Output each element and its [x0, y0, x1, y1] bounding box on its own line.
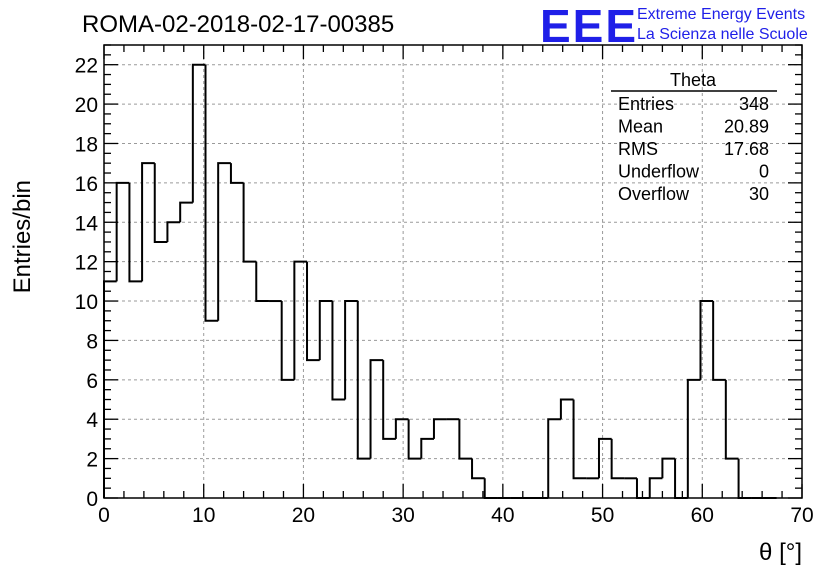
- histogram-bin: [712, 301, 726, 381]
- stats-row-label: Overflow: [618, 184, 690, 204]
- histogram-bin: [318, 300, 333, 361]
- histogram-bin: [483, 478, 498, 499]
- histogram-bin: [204, 64, 219, 322]
- y-tick-labels: 0 2 4 6 8 10 12 14 16 18 20 22: [75, 55, 99, 511]
- histogram-bin: [407, 419, 422, 460]
- histogram-bin: [166, 221, 181, 242]
- histogram-bin: [255, 261, 269, 303]
- histogram-bin: [141, 162, 155, 282]
- y-tick-label: 6: [86, 370, 98, 393]
- histogram-bin: [369, 359, 384, 459]
- histogram-bin: [217, 162, 231, 321]
- chart-title: ROMA-02-2018-02-17-00385: [82, 11, 394, 38]
- stats-row-value: 17.68: [724, 139, 769, 159]
- y-axis-label: Entries/bin: [9, 180, 36, 293]
- y-tick-label: 12: [75, 252, 98, 275]
- stats-box-name: Theta: [670, 70, 717, 90]
- histogram-bin: [356, 301, 371, 460]
- histogram-bin: [635, 478, 650, 499]
- histogram-bin: [191, 63, 206, 203]
- y-tick-label: 4: [86, 409, 98, 432]
- y-tick-label: 10: [75, 291, 98, 314]
- x-tick-label: 20: [292, 504, 315, 527]
- x-tick-label: 40: [491, 504, 514, 527]
- histogram-bin: [306, 261, 320, 362]
- x-tick-label: 30: [391, 504, 414, 527]
- histogram-bin: [280, 301, 295, 381]
- y-tick-label: 2: [86, 449, 98, 472]
- histogram-bins: [103, 63, 777, 499]
- x-tick-label: 0: [98, 504, 110, 527]
- histogram-bin: [699, 300, 714, 380]
- histogram-bin: [572, 399, 587, 480]
- x-tick-label: 10: [192, 504, 215, 527]
- stats-box: Theta Entries 348 Mean 20.89 RMS 17.68 Underfl…: [611, 70, 777, 204]
- y-tick-label: 20: [75, 94, 98, 117]
- histogram-bin: [458, 419, 473, 460]
- x-tick-label: 70: [790, 504, 813, 527]
- y-tick-label: 0: [86, 488, 98, 511]
- histogram-bin: [547, 418, 561, 498]
- y-tick-label: 18: [75, 133, 98, 156]
- histogram-bin: [179, 201, 193, 223]
- eee-logo-line1: Extreme Energy Events: [637, 6, 805, 23]
- histogram-bin: [293, 260, 308, 380]
- histogram-bin: [331, 301, 346, 401]
- x-tick-label: 50: [591, 504, 614, 527]
- grid-lines: [104, 45, 802, 498]
- x-tick-label: 60: [691, 504, 714, 527]
- x-axis-label: θ [°]: [759, 539, 802, 566]
- histogram-bin: [420, 437, 434, 459]
- histogram-bin: [610, 438, 625, 480]
- histogram-bin: [471, 458, 485, 480]
- stats-row-value: 0: [759, 162, 769, 182]
- eee-logo: EEE Extreme Energy Events La Scienza nel…: [540, 0, 808, 52]
- stats-rows: Entries 348 Mean 20.89 RMS 17.68 Underflow 0 Ove…: [618, 94, 769, 204]
- y-tick-label: 14: [75, 212, 99, 235]
- eee-logo-line2: La Scienza nelle Scuole: [637, 26, 808, 43]
- histogram-bin: [559, 398, 574, 420]
- histogram-bin: [597, 437, 612, 479]
- plot-frame: [103, 44, 803, 499]
- histogram-bin: [661, 457, 676, 479]
- stats-row-label: Entries: [618, 94, 674, 114]
- axis-ticks: [103, 44, 803, 499]
- y-tick-label: 22: [75, 55, 98, 78]
- histogram-bin: [115, 181, 130, 282]
- histogram-bin: [432, 418, 447, 439]
- histogram-bin: [344, 300, 358, 400]
- histogram-bin: [128, 182, 143, 283]
- stats-row-value: 30: [749, 184, 769, 204]
- histogram-bin: [382, 360, 396, 440]
- histogram-bin: [724, 379, 739, 460]
- y-tick-label: 8: [86, 330, 98, 353]
- histogram-bin: [737, 458, 752, 499]
- stats-row-label: RMS: [618, 139, 658, 159]
- histogram-bin: [242, 182, 257, 263]
- histogram-bin: [648, 477, 663, 498]
- stats-row-value: 20.89: [724, 117, 769, 137]
- histogram-bin: [229, 163, 244, 184]
- x-tick-labels: 0 10 20 30 40 50 60 70: [98, 504, 814, 527]
- histogram-bin: [686, 378, 701, 498]
- stats-row-label: Mean: [618, 117, 663, 137]
- y-tick-label: 16: [75, 173, 98, 196]
- histogram-bin: [394, 418, 409, 439]
- histogram-bin: [153, 163, 168, 243]
- eee-logo-mark: EEE: [540, 0, 638, 52]
- stats-row-label: Underflow: [618, 162, 700, 182]
- histogram-bin: [674, 458, 688, 499]
- stats-row-value: 348: [739, 94, 769, 114]
